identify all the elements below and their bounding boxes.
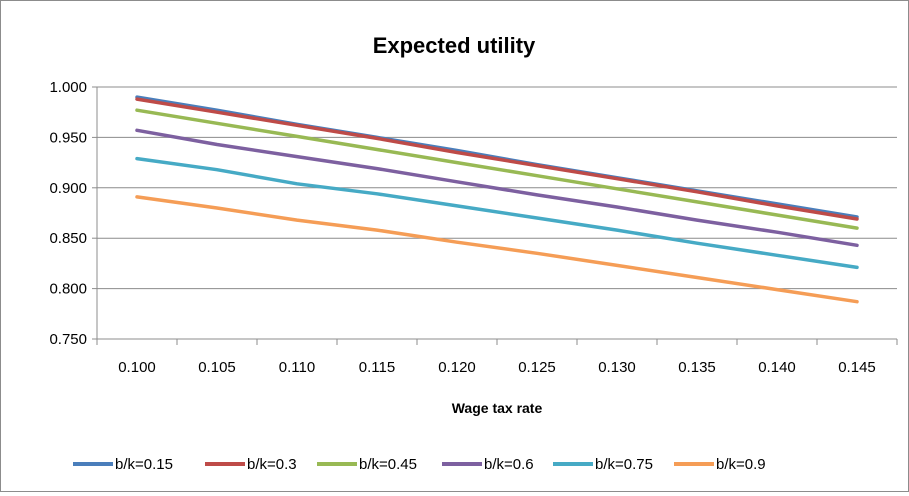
y-tick-label: 0.800 (49, 281, 87, 298)
y-tick-label: 0.750 (49, 331, 87, 348)
y-tick-label: 0.950 (49, 129, 87, 146)
y-tick-label: 0.900 (49, 180, 87, 197)
x-tick-label: 0.145 (838, 359, 876, 376)
x-tick-label: 0.140 (758, 359, 796, 376)
y-tick-label: 1.000 (49, 79, 87, 96)
chart-title: Expected utility (373, 33, 536, 58)
series-line-4 (135, 128, 859, 248)
legend-item: b/k=0.9 (674, 456, 766, 473)
legend: b/k=0.15 b/k=0.3 b/k=0.45 b/k=0.6 b/k=0.75 b/… (73, 456, 766, 473)
series-lines (135, 95, 859, 304)
x-axis-title: Wage tax rate (452, 400, 543, 416)
x-tick-label: 0.110 (279, 359, 315, 376)
legend-label: b/k=0.6 (484, 456, 534, 473)
series-line-6 (135, 195, 859, 304)
legend-label: b/k=0.45 (359, 456, 417, 473)
legend-item: b/k=0.75 (553, 456, 653, 473)
x-tick-label: 0.100 (118, 359, 156, 376)
legend-item: b/k=0.3 (205, 456, 297, 473)
legend-label: b/k=0.3 (247, 456, 297, 473)
series-line-5 (135, 156, 859, 270)
x-tick-label: 0.120 (438, 359, 476, 376)
legend-item: b/k=0.6 (442, 456, 534, 473)
tick-labels: 0.750 0.800 0.850 0.900 0.950 1.000 0.100 0.105… (49, 79, 875, 376)
legend-label: b/k=0.75 (595, 456, 653, 473)
legend-item: b/k=0.45 (317, 456, 417, 473)
legend-label: b/k=0.9 (716, 456, 766, 473)
x-tick-label: 0.135 (678, 359, 716, 376)
axes (92, 86, 898, 345)
x-tick-label: 0.125 (518, 359, 556, 376)
legend-label: b/k=0.15 (115, 456, 173, 473)
y-tick-label: 0.850 (49, 230, 87, 247)
x-tick-label: 0.115 (359, 359, 395, 376)
legend-item: b/k=0.15 (73, 456, 173, 473)
x-tick-label: 0.105 (198, 359, 236, 376)
x-tick-label: 0.130 (598, 359, 636, 376)
series-line-3 (135, 108, 859, 230)
series-line-2 (135, 97, 859, 221)
